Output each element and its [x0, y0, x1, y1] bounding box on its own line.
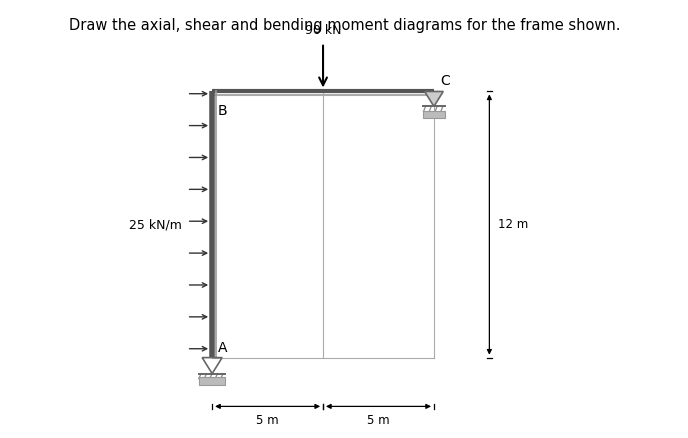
FancyBboxPatch shape	[200, 378, 225, 385]
Text: 12 m: 12 m	[498, 218, 528, 231]
Text: B: B	[217, 104, 227, 118]
Text: 5 m: 5 m	[367, 414, 390, 427]
Text: Draw the axial, shear and bending moment diagrams for the frame shown.: Draw the axial, shear and bending moment…	[69, 18, 621, 33]
Text: C: C	[440, 74, 451, 88]
Text: A: A	[217, 341, 227, 355]
Text: 5 m: 5 m	[257, 414, 279, 427]
FancyBboxPatch shape	[422, 111, 445, 118]
Text: 90 kN: 90 kN	[305, 24, 341, 37]
Polygon shape	[424, 92, 443, 106]
Text: 25 kN/m: 25 kN/m	[129, 218, 182, 231]
